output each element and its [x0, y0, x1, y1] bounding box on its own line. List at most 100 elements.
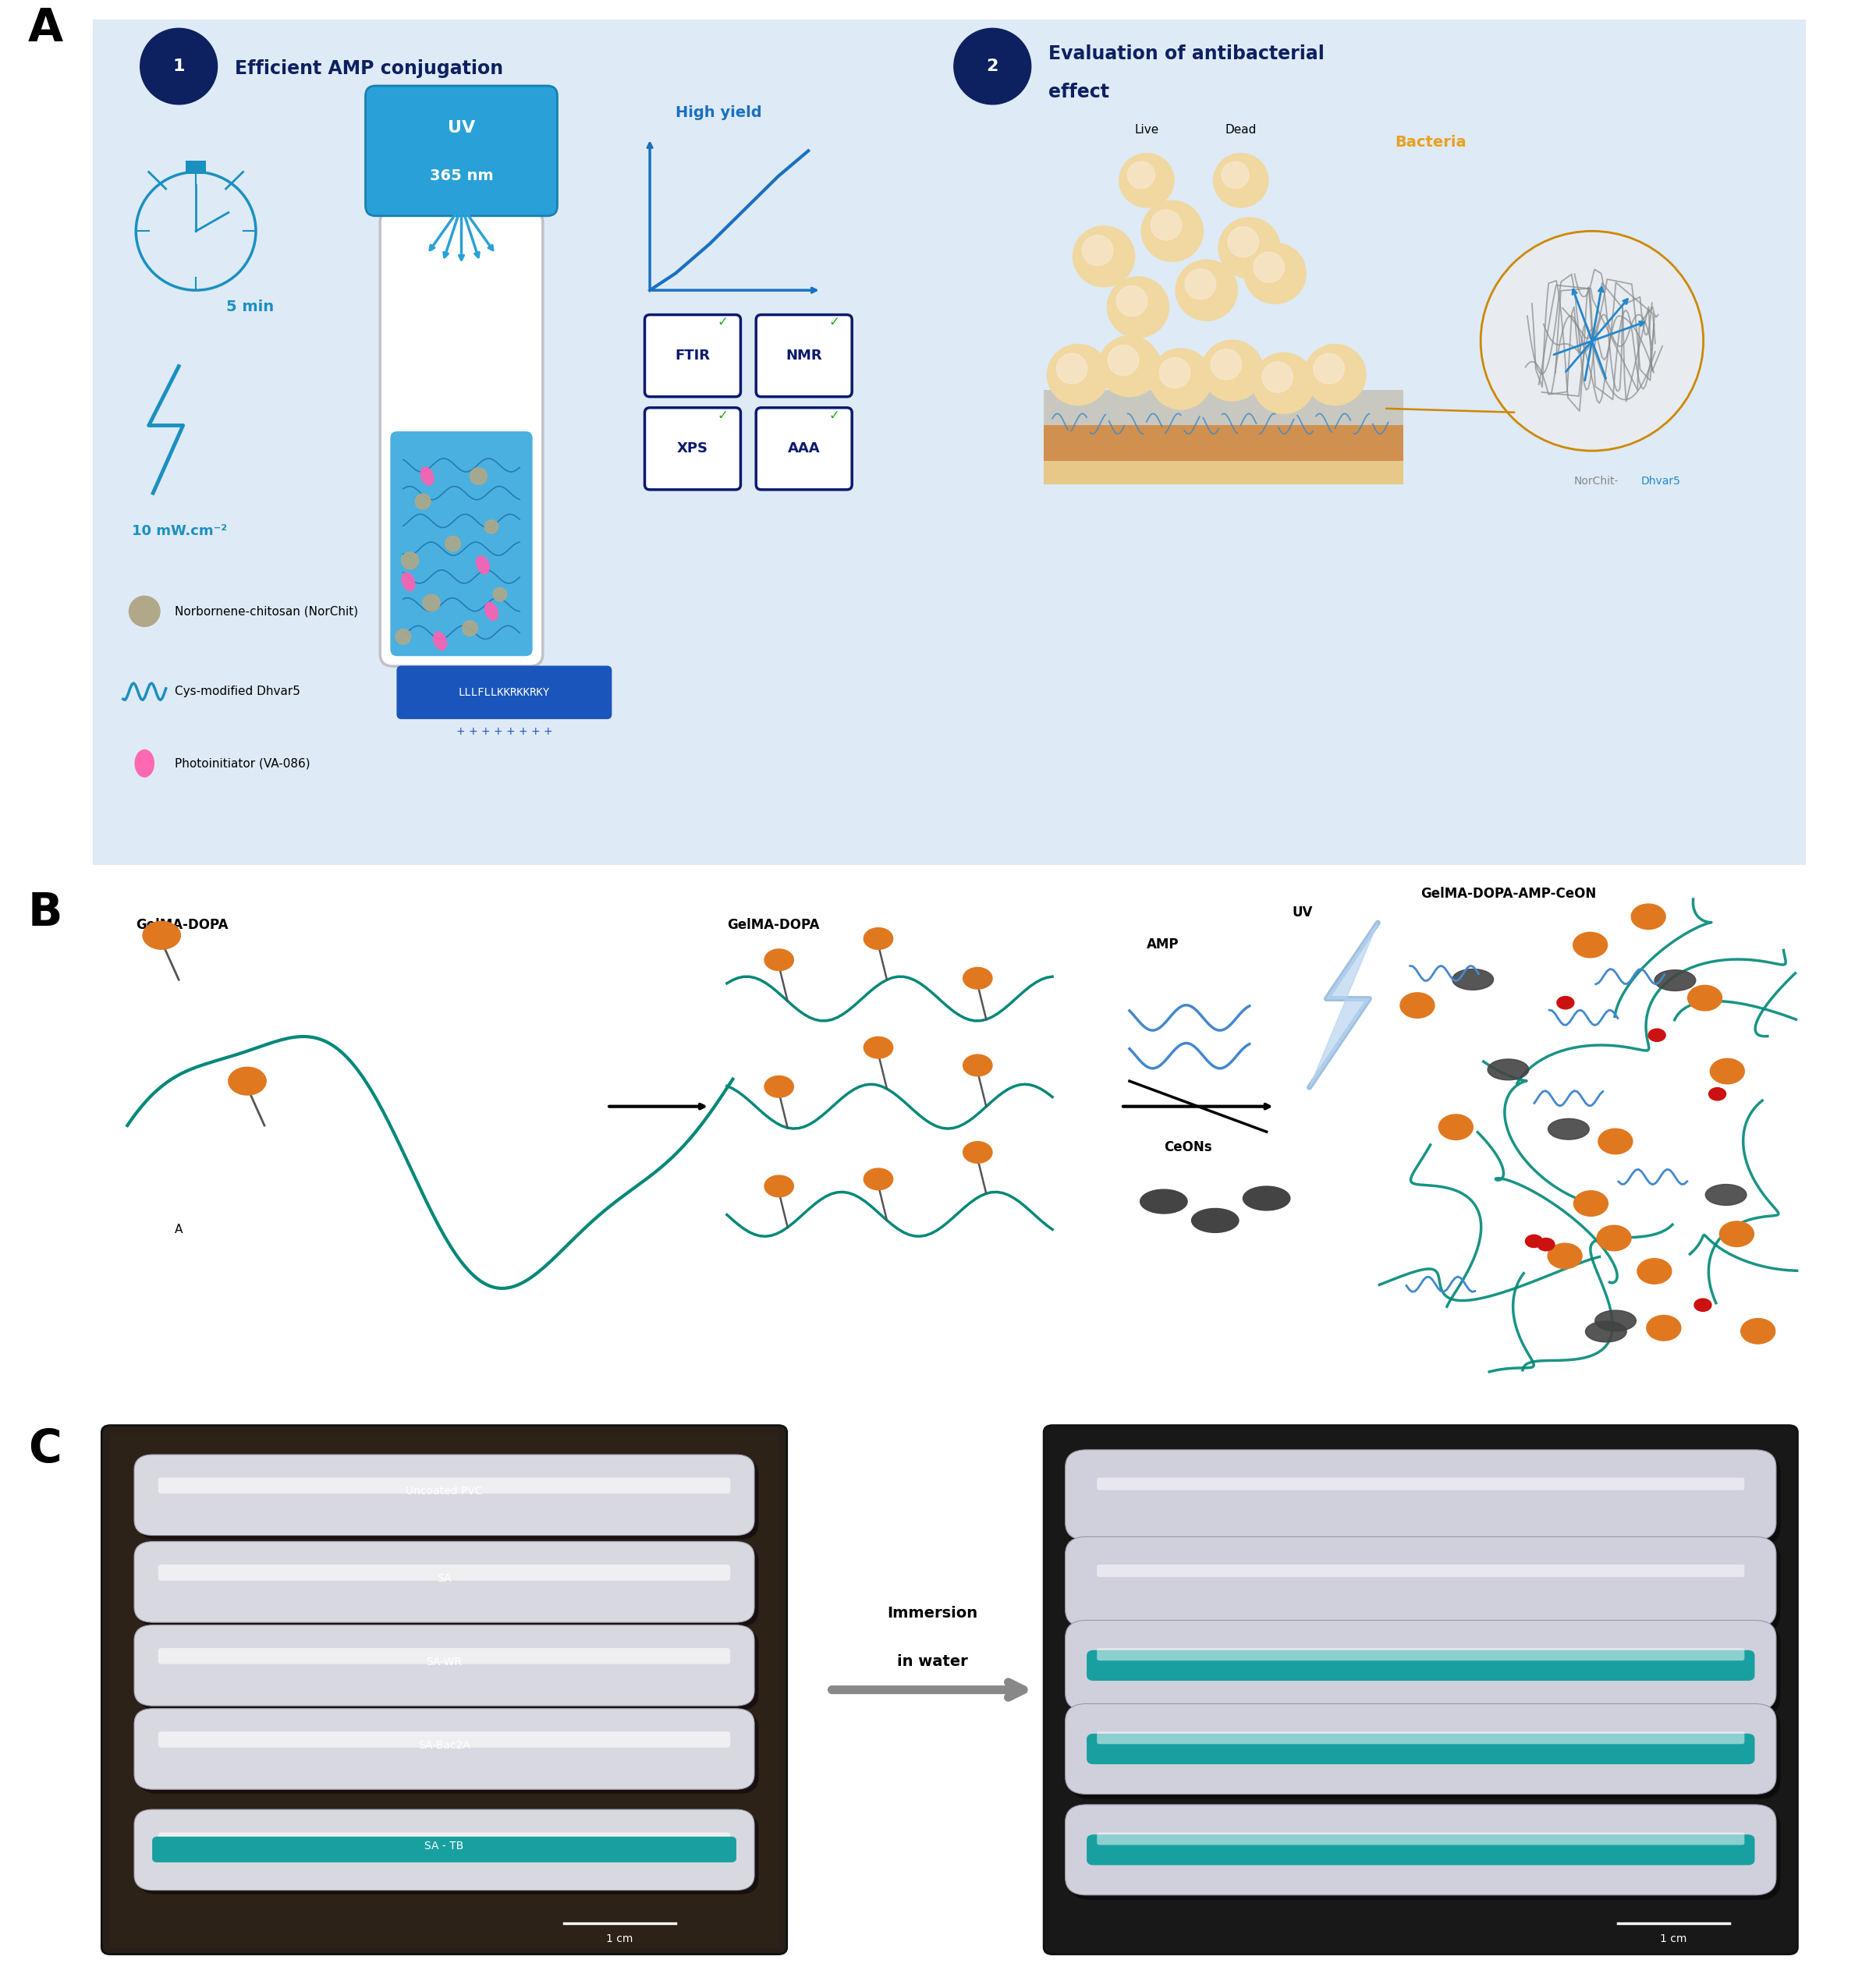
Circle shape	[1087, 248, 1121, 282]
Ellipse shape	[136, 749, 155, 777]
Text: Uncoated PVC: Uncoated PVC	[406, 1487, 482, 1497]
Text: B: B	[28, 891, 63, 934]
Circle shape	[1082, 235, 1113, 266]
Circle shape	[963, 1141, 992, 1163]
Circle shape	[1400, 992, 1434, 1018]
FancyBboxPatch shape	[1097, 1732, 1745, 1743]
Text: High yield: High yield	[676, 105, 762, 119]
Circle shape	[1141, 201, 1203, 262]
Circle shape	[143, 920, 181, 950]
Text: AMP: AMP	[1147, 936, 1179, 950]
Text: 5 min: 5 min	[225, 300, 274, 314]
Text: SA-Bac2A: SA-Bac2A	[419, 1740, 471, 1751]
Text: CeONs: CeONs	[1164, 1139, 1212, 1153]
Circle shape	[395, 628, 412, 644]
Circle shape	[1687, 986, 1722, 1010]
FancyBboxPatch shape	[134, 1455, 754, 1535]
Circle shape	[469, 467, 488, 485]
Circle shape	[1480, 231, 1704, 451]
FancyBboxPatch shape	[1065, 1449, 1776, 1541]
Circle shape	[445, 537, 460, 551]
FancyBboxPatch shape	[153, 1837, 735, 1863]
FancyBboxPatch shape	[102, 1425, 788, 1954]
Text: Dhvar5: Dhvar5	[1640, 477, 1680, 487]
Circle shape	[462, 620, 479, 636]
Circle shape	[1694, 1298, 1711, 1312]
Circle shape	[864, 928, 894, 950]
Ellipse shape	[484, 602, 497, 620]
Circle shape	[1201, 340, 1262, 402]
FancyBboxPatch shape	[134, 1541, 754, 1622]
Text: ✓: ✓	[717, 408, 728, 421]
Text: Photoinitiator (VA-086): Photoinitiator (VA-086)	[175, 757, 309, 769]
Circle shape	[1127, 161, 1154, 189]
FancyBboxPatch shape	[1069, 1809, 1780, 1901]
Text: SA: SA	[438, 1573, 451, 1584]
Circle shape	[1056, 354, 1087, 384]
Text: SA-WR: SA-WR	[426, 1656, 462, 1668]
Text: ✓: ✓	[717, 316, 728, 330]
FancyBboxPatch shape	[138, 1459, 758, 1539]
Circle shape	[1631, 905, 1665, 928]
Text: + + + + + + + +: + + + + + + + +	[456, 726, 553, 738]
Ellipse shape	[402, 573, 415, 590]
FancyBboxPatch shape	[397, 666, 611, 718]
FancyBboxPatch shape	[644, 408, 741, 489]
Circle shape	[1221, 161, 1249, 189]
Circle shape	[1210, 350, 1242, 380]
FancyBboxPatch shape	[365, 85, 557, 217]
Circle shape	[1121, 300, 1154, 334]
Circle shape	[1303, 344, 1367, 406]
FancyBboxPatch shape	[1065, 1704, 1776, 1793]
Circle shape	[1741, 1318, 1774, 1344]
Text: 10 mW.cm⁻²: 10 mW.cm⁻²	[132, 525, 227, 539]
Text: 2: 2	[987, 58, 998, 74]
FancyBboxPatch shape	[158, 1833, 730, 1849]
Text: GelMA-DOPA-AMP-CeON: GelMA-DOPA-AMP-CeON	[1421, 887, 1596, 901]
FancyBboxPatch shape	[1069, 1624, 1780, 1716]
Text: Evaluation of antibacterial: Evaluation of antibacterial	[1048, 44, 1324, 64]
Circle shape	[864, 1169, 894, 1191]
Circle shape	[1598, 1225, 1631, 1250]
FancyBboxPatch shape	[138, 1547, 758, 1626]
Circle shape	[423, 594, 439, 612]
Text: SA - TB: SA - TB	[425, 1841, 464, 1851]
Circle shape	[765, 948, 793, 970]
Circle shape	[1233, 241, 1266, 274]
Text: ✓: ✓	[829, 408, 840, 421]
Text: GelMA-DOPA: GelMA-DOPA	[726, 918, 819, 932]
FancyBboxPatch shape	[391, 431, 533, 656]
Circle shape	[1227, 227, 1259, 256]
Circle shape	[1313, 354, 1344, 384]
Ellipse shape	[1192, 1209, 1238, 1233]
Text: ✓: ✓	[829, 316, 840, 330]
Circle shape	[1073, 227, 1134, 286]
FancyBboxPatch shape	[644, 314, 741, 398]
Text: 1 cm: 1 cm	[607, 1934, 633, 1944]
Text: 365 nm: 365 nm	[430, 169, 493, 183]
Bar	[1045, 390, 1404, 425]
Circle shape	[1253, 352, 1315, 414]
FancyBboxPatch shape	[134, 1624, 754, 1706]
FancyBboxPatch shape	[138, 1630, 758, 1710]
Text: Live: Live	[1134, 123, 1158, 135]
Circle shape	[1646, 1316, 1681, 1340]
Text: NMR: NMR	[786, 348, 823, 362]
FancyBboxPatch shape	[138, 1714, 758, 1793]
FancyBboxPatch shape	[1097, 1477, 1745, 1491]
Circle shape	[1099, 336, 1160, 398]
FancyBboxPatch shape	[1097, 1833, 1745, 1845]
Circle shape	[963, 968, 992, 988]
Circle shape	[765, 1076, 793, 1097]
Text: Dead: Dead	[1225, 123, 1257, 135]
FancyBboxPatch shape	[1065, 1805, 1776, 1895]
Ellipse shape	[1244, 1187, 1290, 1211]
Text: FTIR: FTIR	[676, 348, 709, 362]
Circle shape	[1218, 217, 1281, 278]
Circle shape	[1525, 1235, 1542, 1248]
Ellipse shape	[1596, 1310, 1637, 1332]
Circle shape	[1557, 996, 1573, 1010]
Text: A: A	[175, 1225, 182, 1235]
Text: XPS: XPS	[678, 441, 708, 455]
Ellipse shape	[1547, 1119, 1588, 1139]
